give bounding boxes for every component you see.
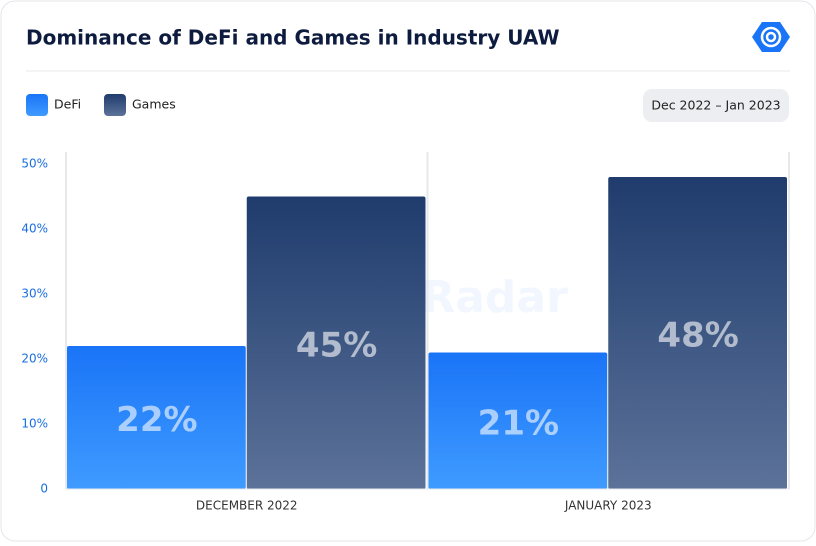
y-tick-label: 0 bbox=[40, 482, 48, 496]
bar bbox=[67, 346, 246, 489]
data-label: 22% bbox=[116, 400, 197, 440]
legend-swatch bbox=[26, 94, 48, 116]
legend-label: Games bbox=[132, 97, 176, 112]
y-tick-label: 40% bbox=[21, 222, 48, 236]
data-label: 45% bbox=[296, 325, 377, 365]
chart-title: Dominance of DeFi and Games in Industry … bbox=[26, 26, 560, 50]
y-tick-label: 20% bbox=[21, 352, 48, 366]
legend-swatch bbox=[104, 94, 126, 116]
bar bbox=[428, 352, 608, 489]
bar bbox=[246, 196, 426, 489]
data-label: 21% bbox=[478, 403, 559, 443]
y-tick-label: 10% bbox=[21, 417, 48, 431]
y-tick-label: 30% bbox=[21, 287, 48, 301]
date-pill[interactable] bbox=[643, 89, 789, 122]
y-tick-label: 50% bbox=[21, 157, 48, 171]
bar bbox=[608, 177, 787, 489]
x-tick-label: JANUARY 2023 bbox=[564, 499, 652, 513]
date-range[interactable]: Dec 2022 – Jan 2023 bbox=[651, 98, 780, 113]
logo bbox=[752, 22, 790, 52]
legend-label: DeFi bbox=[54, 97, 81, 112]
x-tick-label: DECEMBER 2022 bbox=[196, 499, 298, 513]
data-label: 48% bbox=[657, 316, 738, 356]
